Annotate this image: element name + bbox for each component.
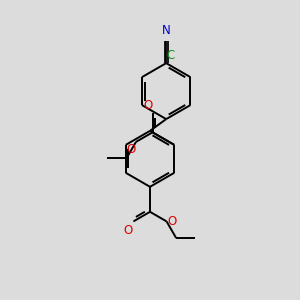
- Text: O: O: [167, 215, 176, 228]
- Text: O: O: [143, 99, 152, 112]
- Text: O: O: [126, 143, 136, 156]
- Text: C: C: [166, 49, 174, 62]
- Text: N: N: [162, 24, 171, 37]
- Text: O: O: [124, 224, 133, 237]
